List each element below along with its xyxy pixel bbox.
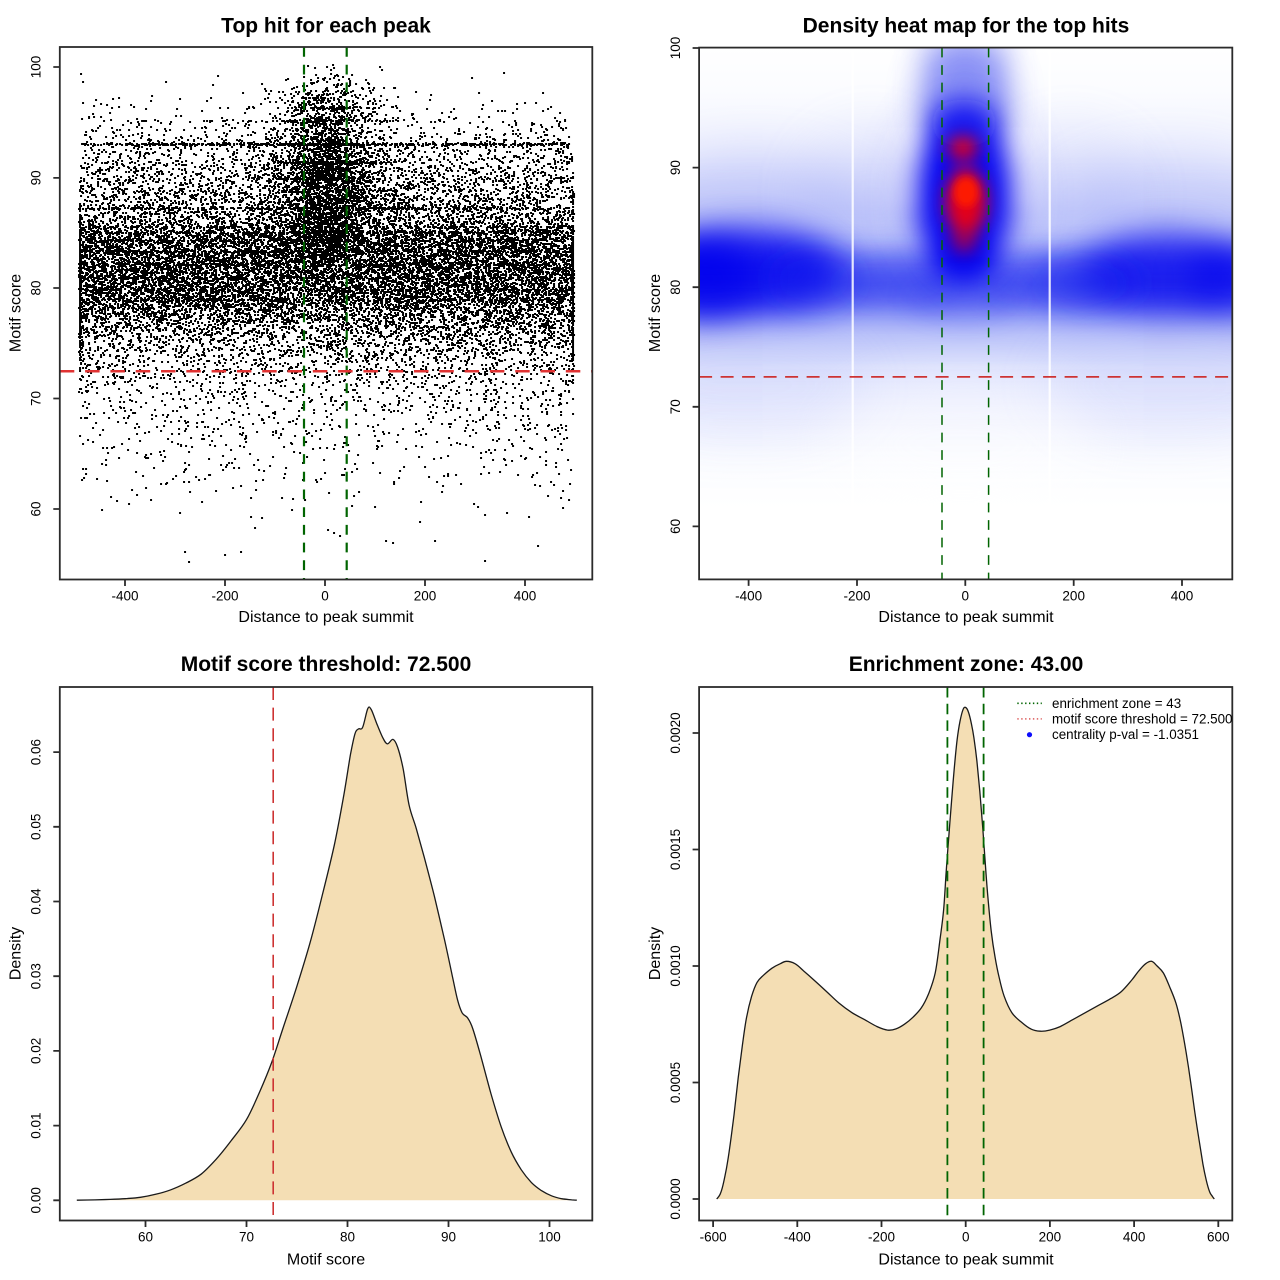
svg-text:70: 70: [239, 1230, 254, 1245]
svg-text:0.00: 0.00: [29, 1187, 44, 1213]
svg-text:90: 90: [441, 1230, 456, 1245]
svg-text:100: 100: [29, 56, 44, 79]
svg-text:Density heat map for the top h: Density heat map for the top hits: [803, 15, 1130, 38]
svg-text:200: 200: [1039, 1230, 1062, 1245]
svg-text:90: 90: [668, 160, 683, 175]
svg-text:0.0010: 0.0010: [668, 945, 683, 986]
svg-text:Top hit for each peak: Top hit for each peak: [221, 15, 431, 38]
svg-text:Density: Density: [647, 927, 664, 980]
svg-text:-200: -200: [211, 589, 238, 604]
svg-text:-200: -200: [868, 1230, 895, 1245]
svg-text:80: 80: [29, 280, 44, 295]
svg-text:centrality p-val = -1.0351: centrality p-val = -1.0351: [1052, 727, 1199, 742]
svg-text:enrichment zone = 43: enrichment zone = 43: [1052, 696, 1181, 711]
svg-text:0.0005: 0.0005: [668, 1062, 683, 1103]
svg-text:-400: -400: [784, 1230, 811, 1245]
svg-text:Enrichment zone: 43.00: Enrichment zone: 43.00: [849, 653, 1084, 676]
svg-text:Density: Density: [8, 927, 25, 980]
svg-text:200: 200: [1062, 589, 1085, 604]
svg-text:Distance to peak summit: Distance to peak summit: [878, 609, 1054, 626]
svg-text:60: 60: [668, 519, 683, 534]
svg-text:-400: -400: [735, 589, 762, 604]
svg-text:Motif score: Motif score: [647, 274, 664, 352]
svg-text:Distance to peak summit: Distance to peak summit: [238, 609, 414, 626]
svg-text:70: 70: [668, 399, 683, 414]
svg-text:motif score threshold = 72.500: motif score threshold = 72.500: [1052, 711, 1233, 726]
svg-text:400: 400: [1123, 1230, 1146, 1245]
svg-text:-400: -400: [111, 589, 138, 604]
svg-text:0.01: 0.01: [29, 1112, 44, 1138]
svg-text:70: 70: [29, 391, 44, 406]
svg-text:Distance to peak summit: Distance to peak summit: [878, 1252, 1054, 1269]
svg-text:60: 60: [138, 1230, 153, 1245]
svg-text:100: 100: [668, 37, 683, 60]
svg-text:80: 80: [668, 280, 683, 295]
svg-text:Motif score: Motif score: [287, 1252, 365, 1269]
svg-text:60: 60: [29, 501, 44, 516]
svg-text:0.03: 0.03: [29, 963, 44, 989]
svg-text:Motif score: Motif score: [8, 274, 25, 352]
svg-text:600: 600: [1207, 1230, 1230, 1245]
svg-text:0.0000: 0.0000: [668, 1178, 683, 1219]
svg-text:100: 100: [538, 1230, 561, 1245]
svg-text:0: 0: [962, 589, 970, 604]
svg-text:-200: -200: [843, 589, 870, 604]
svg-text:-600: -600: [700, 1230, 727, 1245]
svg-text:0.06: 0.06: [29, 739, 44, 765]
svg-text:80: 80: [340, 1230, 355, 1245]
svg-text:0: 0: [321, 589, 329, 604]
svg-text:400: 400: [514, 589, 537, 604]
svg-text:200: 200: [414, 589, 437, 604]
svg-text:0.02: 0.02: [29, 1038, 44, 1064]
svg-text:0.05: 0.05: [29, 814, 44, 840]
svg-text:90: 90: [29, 170, 44, 185]
svg-text:0.0015: 0.0015: [668, 829, 683, 870]
svg-text:0.04: 0.04: [29, 888, 44, 915]
svg-text:400: 400: [1171, 589, 1194, 604]
svg-text:0: 0: [962, 1230, 970, 1245]
svg-text:0.0020: 0.0020: [668, 712, 683, 753]
svg-text:Motif score threshold: 72.500: Motif score threshold: 72.500: [181, 653, 472, 676]
